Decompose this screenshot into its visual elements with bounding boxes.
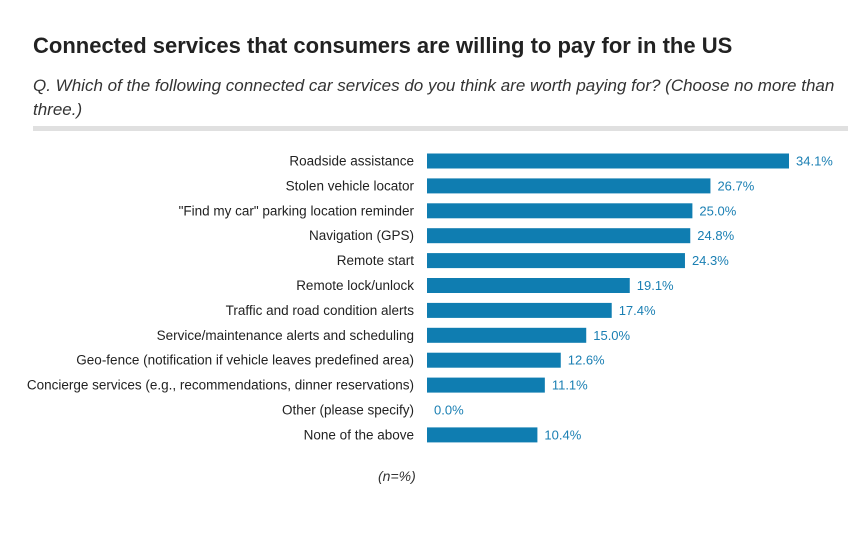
divider: [33, 126, 848, 131]
category-label: Other (please specify): [282, 403, 414, 418]
value-label: 26.7%: [717, 178, 754, 193]
value-label: 25.0%: [699, 203, 736, 218]
value-label: 0.0%: [434, 403, 464, 418]
bar: [427, 352, 561, 368]
value-label: 11.1%: [552, 378, 588, 393]
sample-note: (n=%): [378, 468, 416, 484]
bar: [427, 228, 691, 244]
category-label: Geo-fence (notification if vehicle leave…: [76, 353, 414, 368]
value-label: 19.1%: [637, 278, 674, 293]
category-label: Stolen vehicle locator: [286, 178, 415, 193]
category-label: Remote lock/unlock: [296, 278, 414, 293]
bar: [427, 327, 587, 343]
category-label: Roadside assistance: [289, 154, 414, 169]
bar: [427, 253, 685, 269]
category-label: Navigation (GPS): [309, 228, 414, 243]
value-label: 17.4%: [619, 303, 656, 318]
chart-subtitle: Q. Which of the following connected car …: [33, 76, 835, 119]
bar: [427, 178, 711, 194]
bar: [427, 377, 545, 393]
category-label: Remote start: [337, 253, 415, 268]
bar: [427, 278, 630, 293]
value-label: 10.4%: [544, 427, 581, 442]
value-label: 34.1%: [796, 154, 833, 169]
bar: [427, 427, 538, 443]
category-label: "Find my car" parking location reminder: [179, 203, 415, 218]
bar: [427, 153, 789, 169]
value-label: 24.3%: [692, 253, 729, 268]
category-label: Concierge services (e.g., recommendation…: [27, 378, 414, 393]
category-label: Traffic and road condition alerts: [226, 303, 415, 318]
value-label: 24.8%: [697, 228, 734, 243]
bar: [427, 302, 612, 318]
value-label: 12.6%: [568, 353, 605, 368]
chart-title: Connected services that consumers are wi…: [33, 33, 733, 58]
bar: [427, 203, 693, 219]
value-label: 15.0%: [593, 328, 630, 343]
category-label: Service/maintenance alerts and schedulin…: [157, 328, 414, 343]
category-label: None of the above: [304, 427, 414, 442]
